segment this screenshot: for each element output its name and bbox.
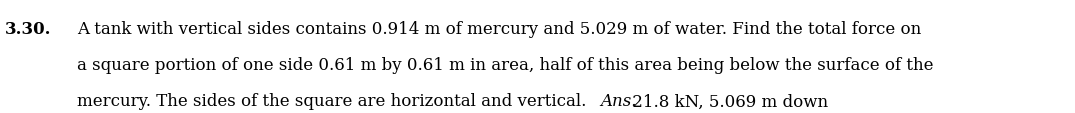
Text: 21.8 kN, 5.069 m down: 21.8 kN, 5.069 m down <box>627 93 828 109</box>
Text: A tank with vertical sides contains 0.914 m of mercury and 5.029 m of water. Fin: A tank with vertical sides contains 0.91… <box>77 20 921 37</box>
Text: mercury. The sides of the square are horizontal and vertical.: mercury. The sides of the square are hor… <box>77 93 587 109</box>
Text: a square portion of one side 0.61 m by 0.61 m in area, half of this area being b: a square portion of one side 0.61 m by 0… <box>77 56 934 73</box>
Text: Ans.: Ans. <box>600 93 636 109</box>
Text: 3.30.: 3.30. <box>5 20 52 37</box>
